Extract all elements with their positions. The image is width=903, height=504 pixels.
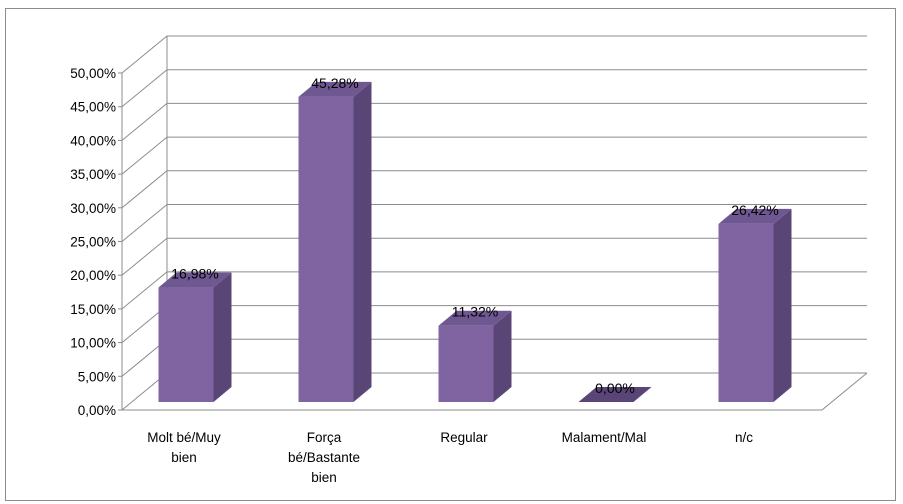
bars (158, 81, 792, 402)
y-tick-label: 20,00% (70, 268, 116, 283)
category-label: Regular (440, 430, 488, 445)
data-label: 11,32% (452, 304, 498, 320)
gridline (121, 102, 867, 141)
y-tick-label: 25,00% (70, 235, 116, 250)
category-label: Molt bé/Muy bien (147, 430, 221, 465)
category-label: Força bé/Bastante bien (288, 430, 360, 485)
y-tick-label: 15,00% (70, 302, 116, 317)
gridline (121, 69, 867, 108)
bar (438, 310, 512, 402)
data-label: 0,00% (595, 380, 635, 396)
y-tick-label: 45,00% (70, 100, 116, 115)
data-labels: 16,98% 45,28% 11,32% 0,00% 26,42% (171, 75, 778, 396)
data-label: 45,28% (311, 75, 358, 91)
y-tick-label: 0,00% (78, 403, 116, 418)
data-label: 26,42% (731, 202, 778, 218)
y-tick-label: 5,00% (78, 369, 116, 384)
bar (578, 387, 652, 402)
bar (158, 272, 232, 402)
category-label: Malament/Mal (562, 430, 647, 445)
gridline (121, 136, 867, 175)
y-tick-label: 30,00% (70, 201, 116, 216)
y-tick-label: 50,00% (70, 66, 116, 81)
bar (718, 208, 792, 402)
y-tick-label: 35,00% (70, 167, 116, 182)
category-label: n/c (735, 430, 753, 445)
y-tick-label: 10,00% (70, 336, 116, 351)
floor-edge (821, 372, 868, 411)
y-tick-labels: 0,00% 5,00% 10,00% 15,00% 20,00% 25,00% 30,00%… (70, 66, 116, 418)
y-tick-label: 40,00% (70, 133, 116, 148)
gridline (121, 35, 867, 74)
data-label: 16,98% (171, 266, 218, 282)
category-labels: Molt bé/Muy bien Força bé/Bastante bien Regul… (147, 430, 753, 485)
bar (298, 81, 372, 402)
